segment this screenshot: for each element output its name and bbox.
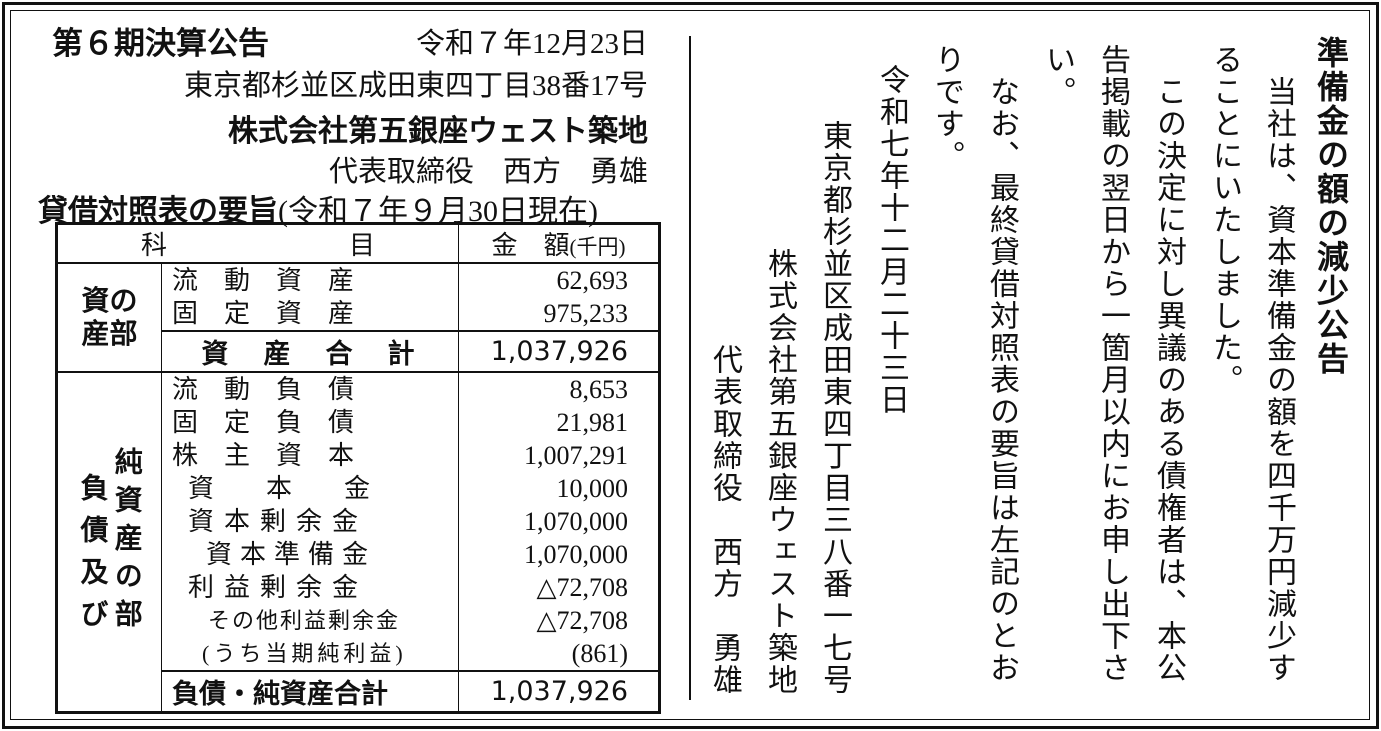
assets-section-line: 産部 xyxy=(81,316,138,350)
company-address: 東京都杉並区成田東四丁目38番17号 xyxy=(183,70,648,102)
table-row-value: 62,693 xyxy=(556,266,629,295)
table-row-value: △72,708 xyxy=(536,606,629,635)
table-row-value: △72,708 xyxy=(536,573,629,602)
notice-date: 令和７年12月23日 xyxy=(415,28,648,60)
table-row-value: 975,233 xyxy=(543,299,629,328)
header-amount: 金 額(千円) xyxy=(458,223,660,264)
body-line: い。 xyxy=(1041,44,1074,108)
table-row-value: 10,000 xyxy=(556,474,629,503)
liability-items: 流 動 負 債 固 定 負 債 株 主 資 本 資 本 金 資本剰余金 資本準備… xyxy=(161,371,459,672)
signature-address: 東京都杉並区成田東四丁目三八番一七号 xyxy=(818,120,851,696)
table-row-label: 資本準備金 xyxy=(206,540,377,569)
body-line: この決定に対し異議のある債権者は、本公 xyxy=(1152,44,1185,684)
table-row-value: 21,981 xyxy=(556,408,629,437)
table-row-label: その他利益剰余金 xyxy=(208,608,401,633)
table-row-label: 流 動 資 産 xyxy=(172,266,355,295)
asset-values: 62,693 975,233 xyxy=(458,262,660,332)
inner-frame xyxy=(10,10,1370,720)
table-row-label: 株 主 資 本 xyxy=(172,441,355,470)
assets-section-label: 資の 産部 xyxy=(56,262,162,373)
assets-total-row: 資 産 合 計 1,037,926 xyxy=(57,330,660,373)
company-name: 株式会社第五銀座ウェスト築地 xyxy=(228,114,648,149)
header-unit: (千円) xyxy=(569,235,626,259)
financial-notice-title: 第６期決算公告 xyxy=(52,26,269,62)
liabilities-section-outer: 負債及び xyxy=(76,473,110,641)
body-line: 当社は、資本準備金の額を四千万円減少す xyxy=(1262,44,1295,684)
table-row-value: (861) xyxy=(571,639,628,668)
table-row-value: 1,070,000 xyxy=(524,540,628,569)
assets-rows: 資の 産部 流 動 資 産 固 定 資 産 62,693 975,233 xyxy=(56,262,660,373)
table-row-label: 固 定 負 債 xyxy=(172,408,355,437)
signature-company: 株式会社第五銀座ウェスト築地 xyxy=(763,248,796,696)
liabilities-section-wrap: 負債及び 純資産の部 xyxy=(58,443,161,641)
body-line: ることにいたしました。 xyxy=(1208,44,1241,396)
asset-items: 流 動 資 産 固 定 資 産 xyxy=(161,262,459,332)
liabilities-total-row: 負債・純資産合計 1,037,926 xyxy=(57,670,660,713)
liability-values: 8,653 21,981 1,007,291 10,000 1,070,000 … xyxy=(458,371,660,672)
column-divider xyxy=(689,36,691,700)
table-header-row: 科 目 金 額(千円) xyxy=(56,223,660,264)
balance-sheet-table: 科 目 金 額(千円) 資の 産部 流 動 資 産 固 定 資 産 62,693… xyxy=(55,222,661,714)
assets-total-label: 資 産 合 計 xyxy=(161,330,459,373)
resolution-date: 令和七年十二月二十三日 xyxy=(875,64,908,416)
table-row-value: 1,007,291 xyxy=(524,441,628,470)
assets-total-value: 1,037,926 xyxy=(458,330,660,373)
table-row-label: 固 定 資 産 xyxy=(172,299,355,328)
body-line: なお、最終貸借対照表の要旨は左記のとお xyxy=(985,44,1018,684)
liabilities-total-value: 1,037,926 xyxy=(458,670,660,713)
liabilities-rows: 負債及び 純資産の部 流 動 負 債 固 定 負 債 株 主 資 本 資 本 金… xyxy=(56,371,660,713)
table-row-value: 1,070,000 xyxy=(524,507,628,536)
header-item: 科 目 xyxy=(56,223,459,264)
body-line: 告掲載の翌日から一箇月以内にお申し出下さ xyxy=(1096,44,1129,684)
header-amount-label: 金 額 xyxy=(491,231,570,260)
table-row-label: (うち当期純利益) xyxy=(202,641,407,666)
liabilities-section-inner: 純資産の部 xyxy=(110,447,144,637)
body-line: りです。 xyxy=(930,44,963,172)
assets-section-line: 資の xyxy=(81,284,138,318)
representative: 代表取締役 西方 勇雄 xyxy=(328,156,648,188)
table-row-label: 資本剰余金 xyxy=(188,507,369,536)
liabilities-total-label: 負債・純資産合計 xyxy=(161,670,459,713)
liabilities-section-label: 負債及び 純資産の部 xyxy=(56,371,162,713)
reduction-notice-title: 準備金の額の減少公告 xyxy=(1312,36,1350,376)
table-row-value: 8,653 xyxy=(569,375,629,404)
signature-representative: 代表取締役 西方 勇雄 xyxy=(708,344,741,696)
table-row-label: 利益剰余金 xyxy=(188,573,369,602)
table-row-label: 流 動 負 債 xyxy=(172,375,355,404)
table-row-label: 資 本 金 xyxy=(188,474,371,503)
